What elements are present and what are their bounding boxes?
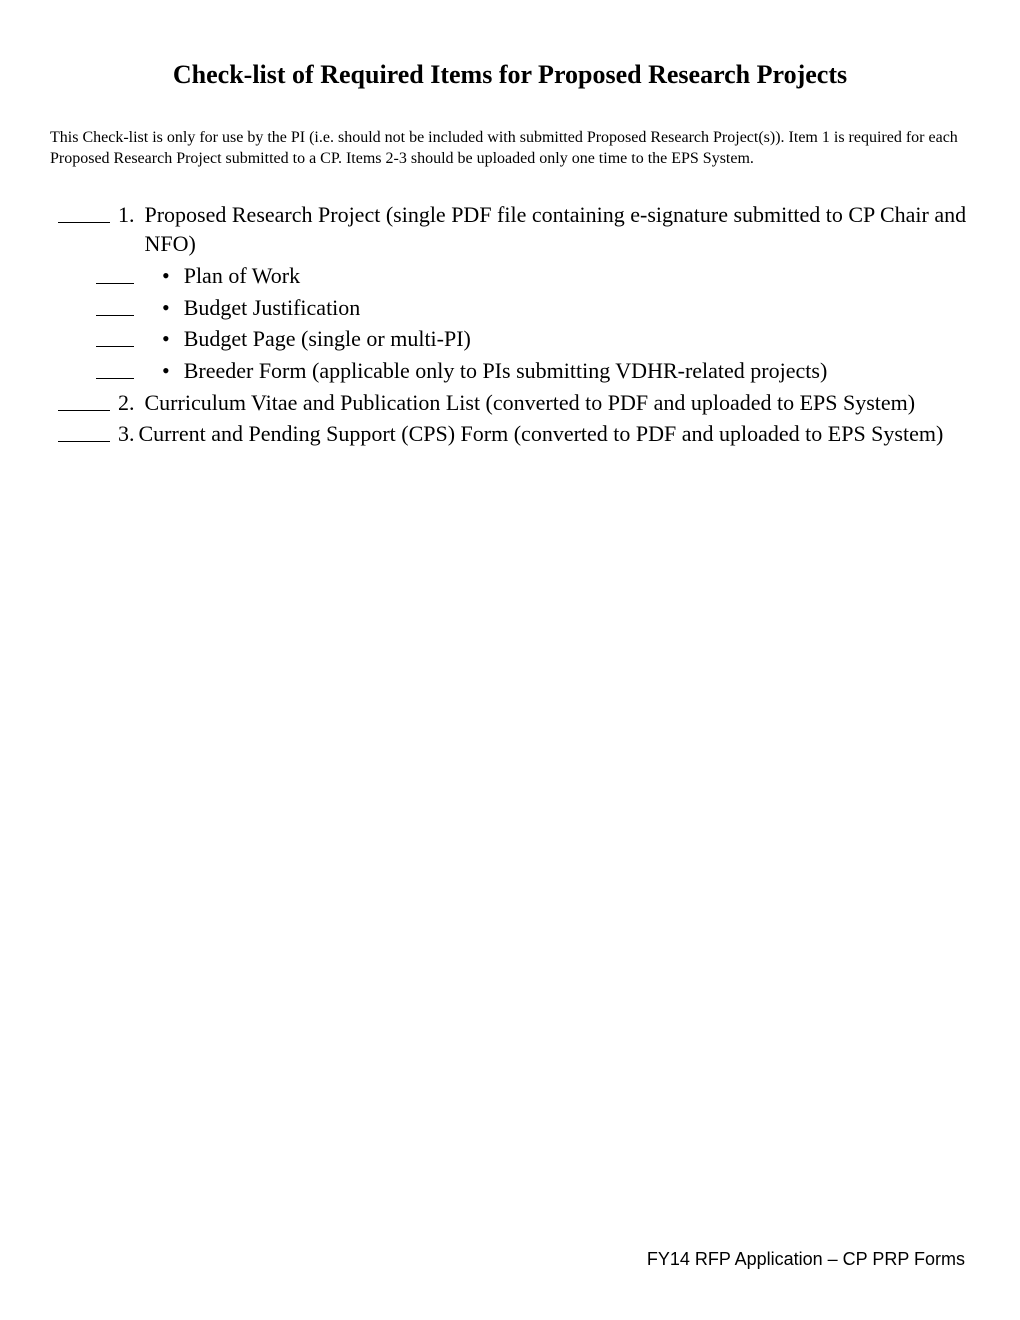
subitem-row: • Plan of Work (58, 261, 970, 291)
blank-line (96, 315, 134, 316)
page-title: Check-list of Required Items for Propose… (50, 60, 970, 90)
footer-text: FY14 RFP Application – CP PRP Forms (647, 1249, 965, 1270)
description-text: This Check-list is only for use by the P… (50, 128, 970, 170)
blank-line (96, 283, 134, 284)
subitem-text: Budget Page (single or multi-PI) (184, 324, 471, 354)
subitem-row: • Breeder Form (applicable only to PIs s… (58, 356, 970, 386)
bullet-icon: • (162, 356, 170, 386)
item-number: 2. (118, 388, 135, 416)
item-text: Proposed Research Project (single PDF fi… (139, 200, 971, 259)
item-number: 3. (118, 419, 135, 447)
blank-line (96, 378, 134, 379)
item-2-row: 2. Curriculum Vitae and Publication List… (58, 388, 970, 418)
blank-line (96, 346, 134, 347)
item-text: Curriculum Vitae and Publication List (c… (139, 388, 916, 418)
subitem-row: • Budget Page (single or multi-PI) (58, 324, 970, 354)
subitem-text: Breeder Form (applicable only to PIs sub… (184, 356, 828, 386)
item-text: Current and Pending Support (CPS) Form (… (139, 419, 944, 449)
item-3-row: 3. Current and Pending Support (CPS) For… (58, 419, 970, 449)
checklist: 1. Proposed Research Project (single PDF… (50, 200, 970, 450)
subitem-text: Plan of Work (184, 261, 300, 291)
item-1-row: 1. Proposed Research Project (single PDF… (58, 200, 970, 259)
subitem-text: Budget Justification (184, 293, 361, 323)
blank-line (58, 410, 110, 411)
bullet-icon: • (162, 324, 170, 354)
blank-line (58, 441, 110, 442)
bullet-icon: • (162, 261, 170, 291)
blank-line (58, 222, 110, 223)
item-number: 1. (118, 200, 135, 228)
bullet-icon: • (162, 293, 170, 323)
subitem-row: • Budget Justification (58, 293, 970, 323)
